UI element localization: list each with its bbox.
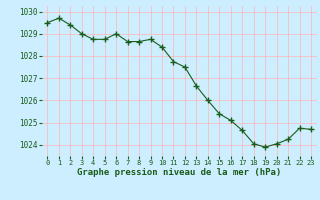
X-axis label: Graphe pression niveau de la mer (hPa): Graphe pression niveau de la mer (hPa) bbox=[77, 168, 281, 177]
